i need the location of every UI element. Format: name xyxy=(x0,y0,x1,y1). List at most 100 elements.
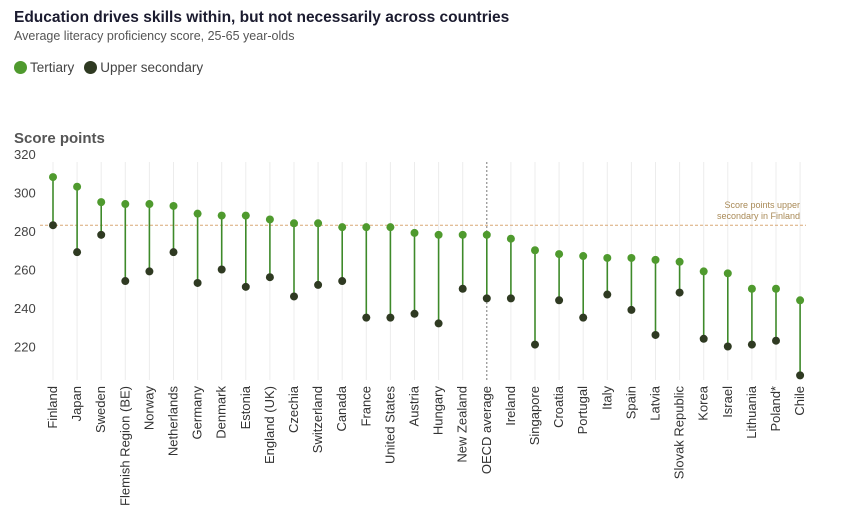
upper-secondary-point xyxy=(531,340,539,349)
tertiary-point xyxy=(555,250,564,259)
tertiary-point xyxy=(314,219,323,228)
upper-secondary-point xyxy=(555,296,564,305)
upper-secondary-point xyxy=(723,342,732,351)
y-tick-label: 280 xyxy=(14,224,36,239)
upper-secondary-point xyxy=(265,273,274,282)
x-tick-label: Sweden xyxy=(93,386,108,433)
upper-secondary-point xyxy=(579,313,588,322)
x-tick-label: Hungary xyxy=(431,386,446,436)
y-axis-label: Score points xyxy=(14,130,105,147)
upper-secondary-point xyxy=(49,221,57,230)
upper-secondary-point xyxy=(434,319,443,328)
upper-secondary-point xyxy=(747,340,756,349)
x-tick-label: OECD average xyxy=(479,386,494,474)
tertiary-point xyxy=(531,246,539,255)
upper-secondary-point xyxy=(73,248,82,257)
upper-secondary-point xyxy=(772,336,780,345)
tertiary-point xyxy=(121,200,130,209)
legend-item-upper-secondary[interactable]: Upper secondary xyxy=(84,60,203,75)
reference-line-label: secondary in Finland xyxy=(717,211,800,221)
upper-secondary-point xyxy=(193,278,202,287)
x-tick-label: Poland* xyxy=(768,386,783,432)
tertiary-point xyxy=(217,211,226,220)
tertiary-point xyxy=(603,253,612,262)
tertiary-point xyxy=(627,253,636,262)
tertiary-point xyxy=(723,269,732,278)
y-tick-label: 320 xyxy=(14,147,36,162)
tertiary-point xyxy=(747,284,756,293)
legend-label-upper-secondary: Upper secondary xyxy=(100,60,204,75)
tertiary-point xyxy=(290,219,298,228)
upper-secondary-point xyxy=(675,288,684,297)
tertiary-point xyxy=(699,267,708,276)
x-tick-label: Italy xyxy=(599,386,614,410)
x-tick-label: Finland xyxy=(45,386,60,429)
tertiary-point xyxy=(579,252,588,261)
tertiary-point xyxy=(241,211,250,220)
tertiary-point xyxy=(458,230,467,239)
tertiary-point xyxy=(97,198,106,207)
tertiary-dot-icon xyxy=(14,61,27,74)
x-tick-label: Denmark xyxy=(214,386,229,439)
chart-title: Education drives skills within, but not … xyxy=(14,9,510,26)
upper-secondary-point xyxy=(362,313,371,322)
tertiary-point xyxy=(410,228,419,237)
x-tick-label: Norway xyxy=(141,386,156,431)
tertiary-point xyxy=(386,223,395,232)
upper-secondary-dot-icon xyxy=(84,61,98,74)
y-tick-label: 220 xyxy=(14,340,36,355)
tertiary-point xyxy=(506,234,515,243)
upper-secondary-point xyxy=(241,282,250,291)
x-tick-label: Korea xyxy=(696,385,711,420)
x-tick-label: Croatia xyxy=(551,385,566,428)
tertiary-point xyxy=(338,223,347,232)
y-tick-label: 300 xyxy=(14,186,36,201)
chart-subtitle: Average literacy proficiency score, 25-6… xyxy=(14,29,295,43)
upper-secondary-point xyxy=(506,294,515,303)
tertiary-point xyxy=(772,284,780,293)
x-tick-label: Switzerland xyxy=(310,386,325,453)
upper-secondary-point xyxy=(145,267,154,276)
x-tick-label: Israel xyxy=(720,386,735,418)
x-tick-label: England (UK) xyxy=(262,386,277,464)
x-tick-label: Lithuania xyxy=(744,385,759,439)
x-tick-label: Austria xyxy=(407,385,422,426)
legend-label-tertiary: Tertiary xyxy=(30,60,75,75)
upper-secondary-point xyxy=(482,294,491,303)
upper-secondary-point xyxy=(97,230,106,239)
x-tick-label: Latvia xyxy=(648,385,663,420)
tertiary-point xyxy=(362,223,371,232)
upper-secondary-point xyxy=(314,280,323,289)
tertiary-point xyxy=(193,209,202,218)
tertiary-point xyxy=(482,230,491,239)
x-tick-label: France xyxy=(358,386,373,426)
y-tick-label: 240 xyxy=(14,301,36,316)
x-tick-label: Canada xyxy=(334,385,349,431)
tertiary-point xyxy=(265,215,274,224)
legend: Tertiary Upper secondary xyxy=(14,60,203,75)
upper-secondary-point xyxy=(169,248,178,257)
x-tick-label: Portugal xyxy=(575,386,590,435)
upper-secondary-point xyxy=(217,265,226,274)
tertiary-point xyxy=(73,182,82,191)
tertiary-point xyxy=(796,296,805,305)
legend-item-tertiary[interactable]: Tertiary xyxy=(14,60,74,75)
x-tick-label: Singapore xyxy=(527,386,542,445)
upper-secondary-point xyxy=(603,290,612,299)
upper-secondary-point xyxy=(699,334,708,343)
tertiary-point xyxy=(675,257,684,266)
x-tick-label: Slovak Republic xyxy=(672,386,687,480)
tertiary-point xyxy=(145,200,154,209)
x-tick-label: Japan xyxy=(69,386,84,421)
upper-secondary-point xyxy=(386,313,395,322)
x-tick-label: Czechia xyxy=(286,385,301,433)
x-tick-label: Netherlands xyxy=(166,386,181,457)
upper-secondary-point xyxy=(627,305,636,314)
x-tick-label: New Zealand xyxy=(455,386,470,463)
upper-secondary-point xyxy=(290,292,298,301)
upper-secondary-point xyxy=(121,277,130,286)
y-tick-label: 260 xyxy=(14,263,36,278)
tertiary-point xyxy=(434,230,443,239)
upper-secondary-point xyxy=(796,371,805,380)
